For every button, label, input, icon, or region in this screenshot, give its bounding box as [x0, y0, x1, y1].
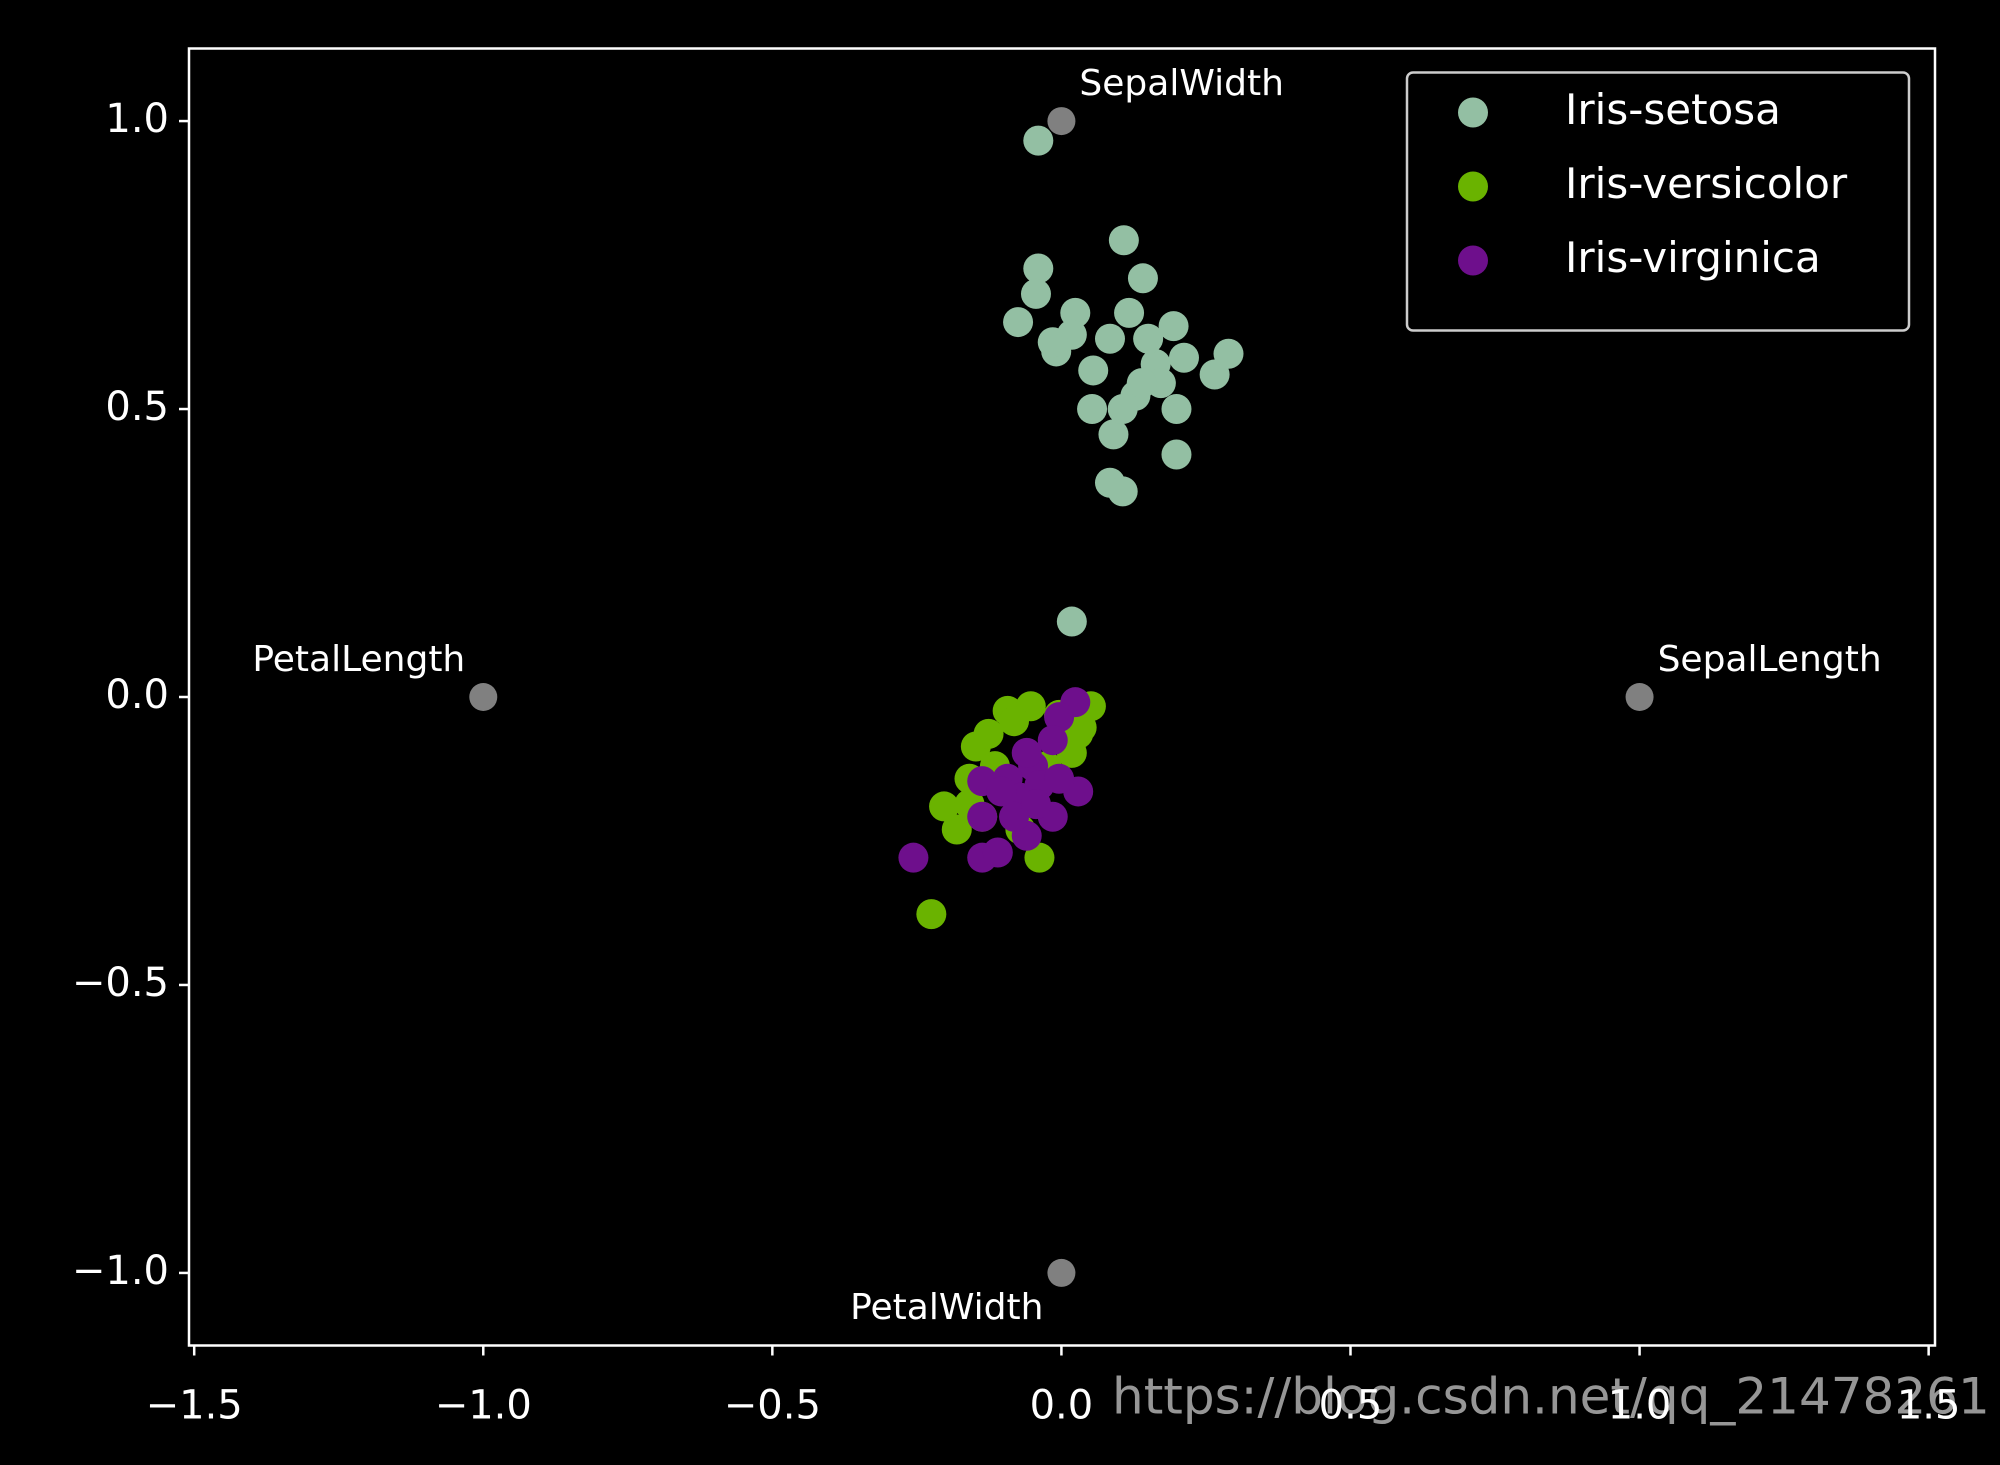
- anchor-label: SepalLength: [1658, 639, 1882, 680]
- point: [898, 842, 929, 873]
- anchor-point: [1047, 107, 1076, 136]
- anchor-label: PetalWidth: [850, 1287, 1043, 1328]
- y-tick-label: 1.0: [105, 96, 169, 142]
- x-tick-label: −0.5: [724, 1383, 821, 1429]
- point: [1056, 606, 1087, 637]
- point: [941, 814, 972, 845]
- point: [1020, 789, 1051, 820]
- anchor-point: [1625, 683, 1654, 711]
- point: [1127, 263, 1158, 294]
- point: [999, 706, 1030, 737]
- watermark: https://blog.csdn.net/qq_21478261: [1112, 1368, 1990, 1426]
- point: [1114, 297, 1145, 328]
- point: [1020, 278, 1051, 309]
- point: [1168, 342, 1199, 373]
- point: [973, 718, 1004, 749]
- point: [986, 776, 1017, 807]
- x-tick-label: 0.0: [1030, 1383, 1094, 1429]
- x-tick-label: −1.0: [435, 1383, 532, 1429]
- point: [1044, 702, 1075, 733]
- point: [999, 801, 1030, 832]
- point: [967, 801, 998, 832]
- point: [1098, 419, 1129, 450]
- x-tick-label: −1.5: [146, 1383, 243, 1429]
- point: [1003, 307, 1034, 338]
- point: [1161, 439, 1192, 470]
- point: [1126, 368, 1157, 399]
- x-tick-label: 0.5: [1319, 1383, 1383, 1429]
- point: [1037, 327, 1068, 358]
- anchor-label: SepalWidth: [1079, 63, 1284, 104]
- point: [1024, 842, 1055, 873]
- y-tick-label: −0.5: [72, 960, 169, 1006]
- plot-area: [469, 107, 1654, 1287]
- anchor-label: PetalLength: [252, 639, 465, 680]
- point: [916, 899, 947, 930]
- point: [1011, 737, 1042, 768]
- legend-label: Iris-setosa: [1565, 85, 1781, 134]
- y-tick-label: 0.5: [105, 384, 169, 430]
- anchor-point: [469, 683, 498, 711]
- x-tick-label: 1.5: [1897, 1383, 1961, 1429]
- point: [1199, 359, 1230, 390]
- point: [1023, 253, 1054, 284]
- point: [1158, 311, 1189, 342]
- x-tick-label: 1.0: [1608, 1383, 1672, 1429]
- legend-label: Iris-versicolor: [1565, 159, 1848, 208]
- y-tick-label: −1.0: [72, 1248, 169, 1294]
- point: [1107, 394, 1138, 425]
- point: [929, 791, 960, 822]
- point: [1077, 394, 1108, 425]
- anchor-point: [1047, 1258, 1076, 1287]
- legend-label: Iris-virginica: [1565, 233, 1821, 282]
- point: [1044, 763, 1075, 794]
- point: [1133, 323, 1164, 354]
- y-tick-label: 0.0: [105, 672, 169, 718]
- legend-marker: [1458, 97, 1488, 128]
- point: [1078, 355, 1109, 386]
- legend: Iris-setosa Iris-versicolor Iris-virginica: [1405, 71, 1911, 332]
- point: [1161, 394, 1192, 425]
- point: [1108, 225, 1139, 256]
- point: [982, 837, 1013, 868]
- legend-marker: [1458, 245, 1488, 276]
- point: [1023, 125, 1054, 156]
- point: [1037, 725, 1068, 756]
- point: [1094, 323, 1125, 354]
- legend-marker: [1458, 171, 1488, 202]
- point: [1107, 476, 1138, 507]
- legend-box: [1405, 71, 1911, 332]
